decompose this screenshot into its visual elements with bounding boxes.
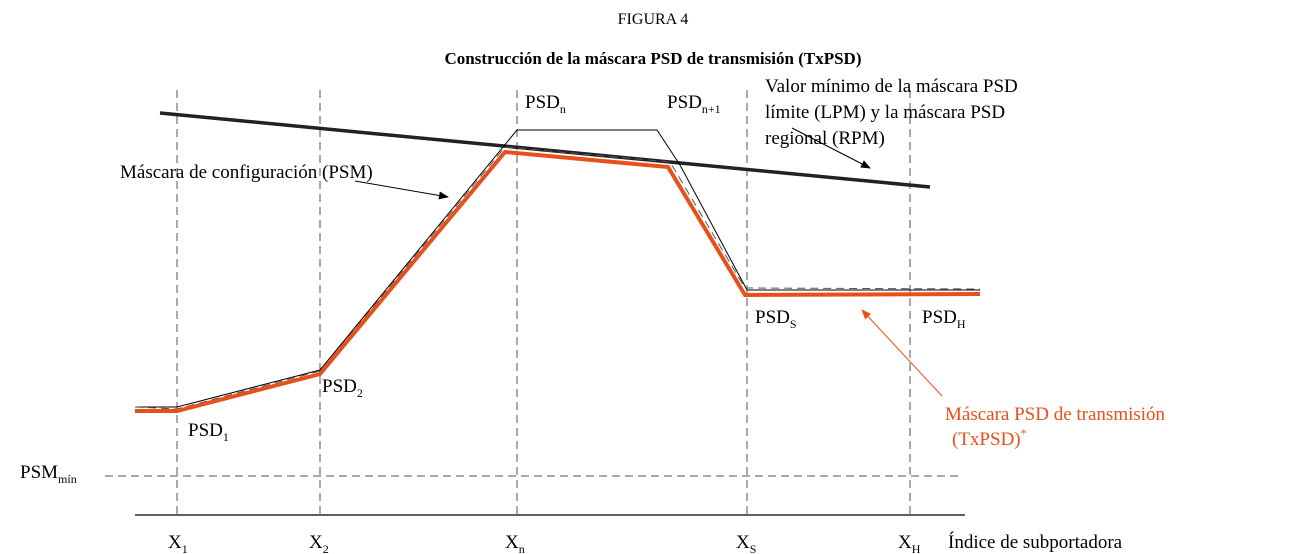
arrow bbox=[791, 127, 871, 169]
x-label: X2 bbox=[309, 532, 329, 554]
label: PSD1 bbox=[188, 420, 229, 444]
psm-line bbox=[135, 129, 980, 408]
x-label: XS bbox=[736, 532, 756, 554]
note: Valor mínimo de la máscara PSD bbox=[765, 76, 1018, 97]
figure-title: Construcción de la máscara PSD de transm… bbox=[445, 49, 862, 68]
label: PSDH bbox=[922, 307, 966, 331]
note: (TxPSD)* bbox=[952, 426, 1027, 450]
y-label: PSMmín bbox=[20, 462, 77, 486]
note: Máscara de configuración (PSM) bbox=[120, 162, 373, 183]
x-label: Xn bbox=[505, 532, 525, 554]
point-labels: PSDn PSDn+1 PSD2 PSD1 PSDS PSDH PSMmín bbox=[20, 92, 966, 486]
limit-line bbox=[159, 111, 931, 189]
note: límite (LPM) y la máscara PSD bbox=[765, 102, 1005, 123]
annotations: Valor mínimo de la máscara PSD límite (L… bbox=[120, 76, 1166, 450]
label: PSDn+1 bbox=[667, 92, 721, 116]
arrow bbox=[354, 180, 449, 200]
note: Máscara PSD de transmisión bbox=[945, 404, 1166, 425]
x-labels: X1 X2 Xn XS XH Índice de subportadora bbox=[168, 531, 1123, 554]
label: PSDn bbox=[525, 92, 566, 116]
label: PSDS bbox=[755, 307, 797, 331]
label: PSD2 bbox=[322, 376, 363, 400]
txpsd-line bbox=[135, 149, 981, 413]
figure-number: FIGURA 4 bbox=[618, 11, 689, 28]
x-label: X1 bbox=[168, 532, 188, 554]
x-label: XH bbox=[898, 532, 921, 554]
axis-label: Índice de subportadora bbox=[948, 531, 1123, 553]
note: regional (RPM) bbox=[765, 128, 885, 149]
guides bbox=[105, 90, 960, 515]
dashed-line bbox=[134, 146, 981, 410]
arrow bbox=[861, 309, 943, 397]
